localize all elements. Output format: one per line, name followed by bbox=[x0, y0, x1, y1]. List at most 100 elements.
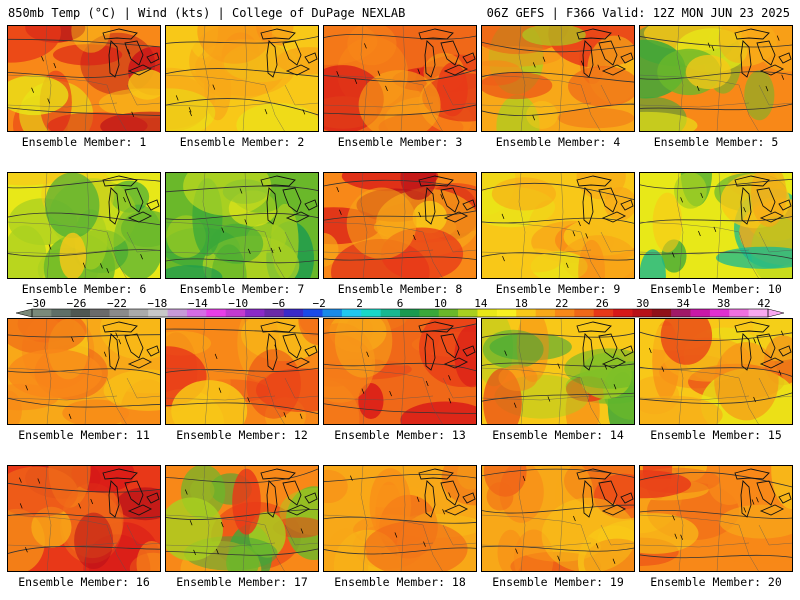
colorbar-outline bbox=[31, 308, 769, 318]
colorbar-segment bbox=[380, 309, 401, 317]
lake-outline bbox=[582, 333, 594, 371]
lake-outline bbox=[440, 480, 460, 506]
temperature-region bbox=[454, 324, 477, 388]
state-border bbox=[284, 231, 319, 253]
state-border bbox=[106, 377, 128, 425]
wind-barb bbox=[25, 547, 28, 553]
wind-barb bbox=[680, 197, 683, 203]
colorbar-segment bbox=[186, 309, 207, 317]
wind-barb bbox=[780, 330, 784, 336]
state-border bbox=[738, 524, 760, 572]
height-contour bbox=[323, 547, 477, 555]
ensemble-panel-7 bbox=[165, 172, 319, 279]
state-border bbox=[165, 514, 266, 526]
temperature-region bbox=[714, 342, 779, 421]
height-contour bbox=[7, 179, 161, 189]
wind-barb bbox=[585, 233, 589, 239]
lake-outline bbox=[756, 40, 776, 66]
temperature-map-9 bbox=[481, 172, 635, 279]
temperature-region bbox=[510, 248, 562, 273]
state-border bbox=[284, 524, 319, 546]
colorbar-tick-labels: −30 −26 −22 −18 −14 −10 −6 −2 2 6 10 14 18 22 26 30 34 38… bbox=[0, 0, 800, 310]
temperature-map-20 bbox=[639, 465, 793, 572]
state-border bbox=[165, 221, 266, 233]
lake-outline bbox=[759, 357, 785, 369]
temperature-map-6 bbox=[7, 172, 161, 279]
lake-outline bbox=[598, 480, 618, 506]
lake-outline bbox=[440, 187, 460, 213]
wind-barb bbox=[184, 489, 188, 495]
height-contour bbox=[165, 402, 319, 415]
state-border bbox=[44, 172, 52, 279]
wind-barb bbox=[440, 194, 444, 200]
lake-outline bbox=[756, 480, 776, 506]
panel-label: Ensemble Member: 14 bbox=[492, 428, 624, 442]
colorbar-tick-label: 38 bbox=[716, 297, 731, 310]
wind-barb bbox=[300, 528, 304, 534]
height-contour bbox=[165, 367, 319, 373]
wind-barb bbox=[115, 332, 119, 338]
lake-outline bbox=[576, 321, 612, 333]
temperature-map-14 bbox=[481, 318, 635, 425]
wind-barb bbox=[41, 56, 44, 62]
state-border bbox=[7, 367, 108, 379]
lake-outline bbox=[443, 211, 469, 223]
ensemble-panel-16 bbox=[7, 465, 161, 572]
state-border bbox=[676, 318, 684, 425]
panel-label: Ensemble Member: 17 bbox=[176, 575, 308, 589]
temperature-region bbox=[298, 318, 319, 346]
wind-barb bbox=[604, 364, 608, 370]
state-border bbox=[639, 221, 740, 233]
wind-barb bbox=[595, 543, 599, 549]
lake-outline bbox=[285, 211, 311, 223]
panel-frame bbox=[323, 465, 477, 572]
temperature-region bbox=[183, 172, 272, 216]
colorbar-segment bbox=[283, 309, 304, 317]
temperature-region bbox=[498, 364, 538, 391]
height-contour bbox=[481, 103, 635, 116]
ensemble-panel-1 bbox=[7, 25, 161, 132]
state-border bbox=[165, 102, 276, 108]
panel-frame bbox=[165, 318, 319, 425]
height-contour bbox=[639, 178, 793, 189]
state-border bbox=[400, 25, 406, 132]
panel-frame bbox=[481, 465, 635, 572]
wind-barb bbox=[283, 412, 287, 418]
height-contour bbox=[7, 397, 161, 408]
panel-frame bbox=[7, 465, 161, 572]
colorbar-segment bbox=[303, 309, 323, 317]
lake-outline bbox=[443, 64, 469, 76]
temperature-map-1 bbox=[7, 25, 161, 132]
wind-barb bbox=[711, 45, 715, 52]
ensemble-panel-9 bbox=[481, 172, 635, 279]
wind-barb bbox=[502, 255, 505, 262]
colorbar-min-arrow bbox=[15, 308, 33, 318]
temperature-region bbox=[518, 532, 601, 562]
wind-barb bbox=[504, 350, 507, 356]
wind-barb bbox=[707, 42, 711, 48]
temperature-region bbox=[226, 544, 260, 572]
lake-outline bbox=[124, 480, 144, 506]
panel-frame bbox=[323, 318, 477, 425]
state-border bbox=[323, 367, 424, 379]
height-contour bbox=[323, 210, 477, 221]
lake-outline bbox=[462, 199, 476, 211]
state-border bbox=[600, 231, 635, 253]
height-contour bbox=[323, 256, 477, 261]
state-border bbox=[7, 542, 118, 548]
state-border bbox=[758, 524, 793, 546]
temperature-region bbox=[639, 111, 698, 132]
wind-barb bbox=[648, 347, 652, 354]
wind-barb bbox=[37, 478, 41, 484]
panel-frame bbox=[481, 318, 635, 425]
ensemble-panel-10 bbox=[639, 172, 793, 279]
ensemble-panel-19 bbox=[481, 465, 635, 572]
colorbar-segment bbox=[128, 309, 149, 317]
lake-outline bbox=[282, 40, 302, 66]
state-border bbox=[518, 465, 526, 572]
state-border bbox=[558, 318, 564, 425]
wind-barb bbox=[118, 338, 122, 345]
lake-outline bbox=[102, 28, 138, 40]
ensemble-panel-13 bbox=[323, 318, 477, 425]
lake-outline bbox=[124, 333, 144, 359]
